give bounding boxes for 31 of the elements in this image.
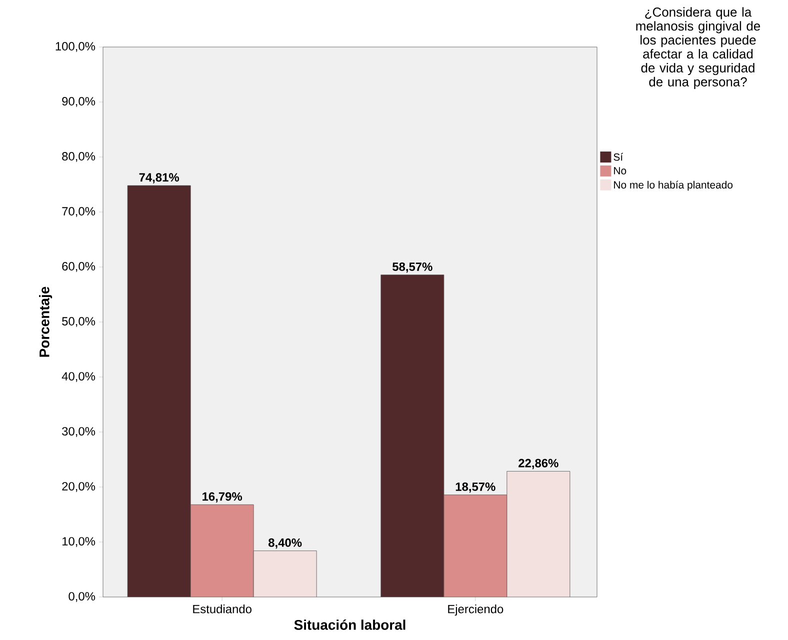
y-tick-label: 60,0% <box>62 262 96 272</box>
bar <box>253 550 317 597</box>
bar <box>127 185 191 597</box>
bar <box>444 494 508 597</box>
y-tick-label: 20,0% <box>62 482 96 492</box>
y-tick-label: 80,0% <box>62 152 96 162</box>
data-label: 58,57% <box>392 262 432 273</box>
y-tick-label: 10,0% <box>62 537 96 547</box>
y-tick-label: 40,0% <box>62 372 96 382</box>
y-axis-title: Porcentaje <box>39 286 52 357</box>
legend-label: No <box>614 167 626 174</box>
y-tick-label: 100,0% <box>56 42 96 52</box>
y-tick-label: 70,0% <box>62 207 96 217</box>
data-label: 18,57% <box>456 482 496 493</box>
data-label: 22,86% <box>518 458 558 470</box>
data-label: 16,79% <box>202 492 242 502</box>
x-axis-title: Situación laboral <box>294 620 406 630</box>
y-tick-label: 30,0% <box>62 427 96 437</box>
y-tick-label: 50,0% <box>62 317 96 327</box>
x-tick-label: Ejerciendo <box>448 604 504 616</box>
legend-label: Sí <box>614 152 624 161</box>
bar <box>506 471 570 597</box>
x-tick-label: Estudiando <box>193 604 252 614</box>
data-label: 8,40% <box>268 538 302 549</box>
bar <box>380 274 444 597</box>
legend-title: ¿Considera que la melanosis gingival de los pacientes puede afectar a la calidad de vida y seguridad de una persona? <box>636 7 760 89</box>
bar <box>190 504 254 597</box>
data-label: 74,81% <box>139 173 180 184</box>
legend-label: No me lo había planteado <box>614 180 733 191</box>
y-tick-label: 90,0% <box>62 97 96 107</box>
y-tick-label: 0,0% <box>68 592 96 602</box>
